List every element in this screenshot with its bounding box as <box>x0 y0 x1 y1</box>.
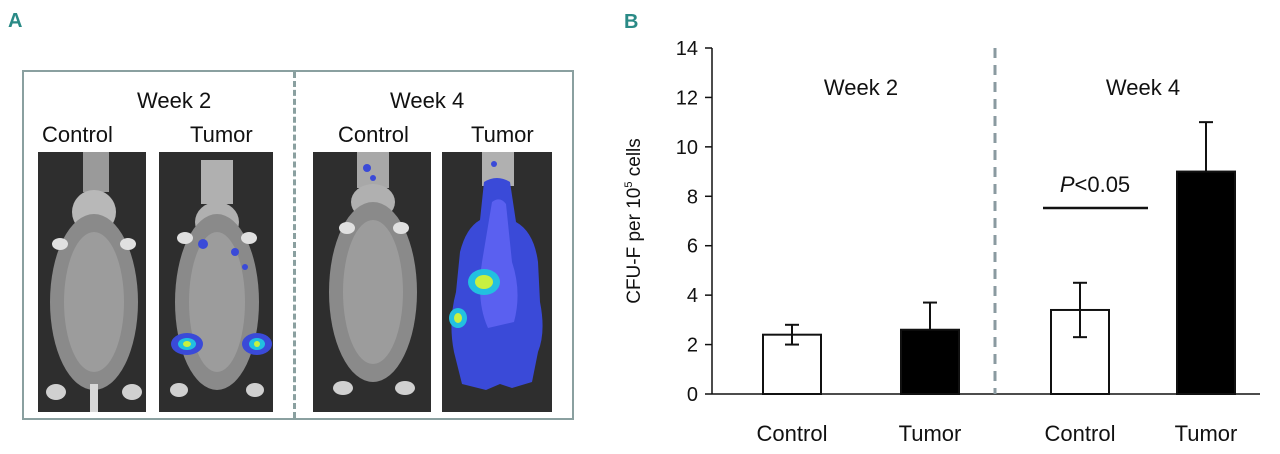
mouse-image-week4-control <box>313 152 431 412</box>
y-tick-label: 8 <box>687 186 698 208</box>
mouse-image-week2-control <box>38 152 146 412</box>
control-label-week2: Control <box>42 122 113 147</box>
control-label-week4: Control <box>338 122 409 147</box>
y-axis-label: CFU-F per 105 cells <box>623 138 645 304</box>
bar-tumor-week2 <box>900 328 960 395</box>
y-tick-label: 4 <box>687 285 698 307</box>
week-2-label-b: Week 2 <box>824 75 898 100</box>
y-tick-label: 2 <box>687 335 698 357</box>
y-tick-label: 12 <box>676 87 698 109</box>
panel-a-letter: A <box>8 10 23 32</box>
week-2-label-a: Week 2 <box>137 88 212 113</box>
y-tick-label: 10 <box>676 137 698 159</box>
x-tick-label-control: Control <box>757 421 828 446</box>
p-value-annotation: P<0.05 <box>1060 172 1130 197</box>
panel-a-divider <box>293 72 296 418</box>
y-tick-label: 14 <box>676 38 698 60</box>
tumor-label-week4: Tumor <box>471 122 534 147</box>
mouse-image-week4-tumor <box>442 152 552 412</box>
week-4-label-b: Week 4 <box>1106 75 1180 100</box>
tumor-label-week2: Tumor <box>190 122 253 147</box>
x-tick-label-tumor: Tumor <box>899 421 962 446</box>
panel-b-letter: B <box>624 11 638 33</box>
x-tick-label-tumor: Tumor <box>1175 421 1238 446</box>
bar-control-week2 <box>762 333 822 395</box>
y-tick-label: 0 <box>687 384 698 406</box>
mouse-image-week2-tumor <box>159 152 273 412</box>
bar-tumor-week4 <box>1176 170 1236 395</box>
x-tick-label-control: Control <box>1045 421 1116 446</box>
bar-chart-b: B 0 2 4 6 8 10 12 14 CFU-F per 105 cells Week 2… <box>623 11 1260 446</box>
y-tick-label: 6 <box>687 236 698 258</box>
week-4-label-a: Week 4 <box>390 88 465 113</box>
